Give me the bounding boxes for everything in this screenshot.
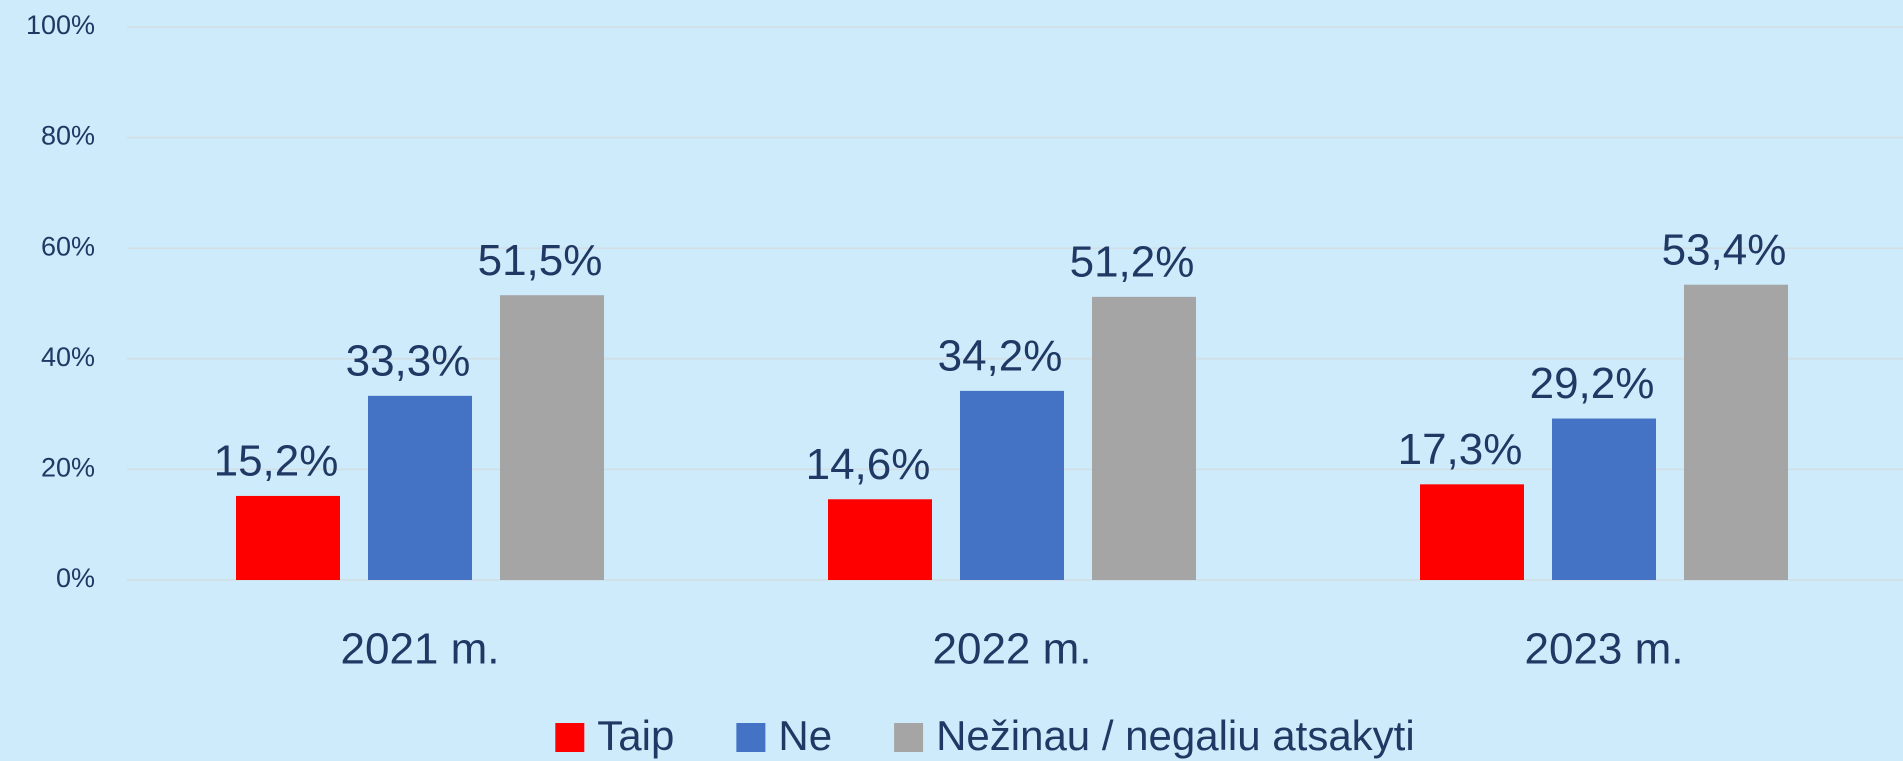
- x-tick-label: 2022 m.: [933, 625, 1092, 674]
- value-label: 15,2%: [214, 437, 339, 486]
- value-label: 14,6%: [806, 440, 931, 489]
- legend-swatch: [555, 723, 585, 752]
- value-label: 51,2%: [1070, 237, 1195, 286]
- bar: [1092, 296, 1196, 580]
- value-label: 53,4%: [1662, 225, 1787, 274]
- value-label: 33,3%: [346, 336, 471, 385]
- x-tick-label: 2023 m.: [1525, 625, 1684, 674]
- value-label: 34,2%: [938, 331, 1063, 380]
- bar: [1684, 284, 1788, 580]
- y-tick-label: 60%: [41, 231, 95, 261]
- x-tick-label: 2021 m.: [341, 625, 500, 674]
- legend-label: Taip: [597, 712, 674, 759]
- y-tick-label: 40%: [41, 342, 95, 372]
- y-tick-label: 100%: [26, 10, 95, 40]
- bar: [500, 295, 604, 580]
- y-tick-label: 80%: [41, 121, 95, 151]
- bar: [1420, 484, 1524, 580]
- legend-swatch: [736, 723, 766, 752]
- y-tick-label: 0%: [56, 563, 95, 593]
- value-label: 17,3%: [1398, 425, 1523, 474]
- bar: [368, 395, 472, 580]
- legend-swatch: [894, 723, 924, 752]
- value-label: 29,2%: [1530, 359, 1655, 408]
- legend-label: Nežinau / negaliu atsakyti: [936, 712, 1415, 759]
- value-label: 51,5%: [478, 236, 603, 285]
- bar: [1552, 418, 1656, 580]
- y-tick-label: 20%: [41, 453, 95, 483]
- bar: [960, 390, 1064, 580]
- bar: [236, 495, 340, 580]
- legend-label: Ne: [778, 712, 832, 759]
- bar: [828, 499, 932, 580]
